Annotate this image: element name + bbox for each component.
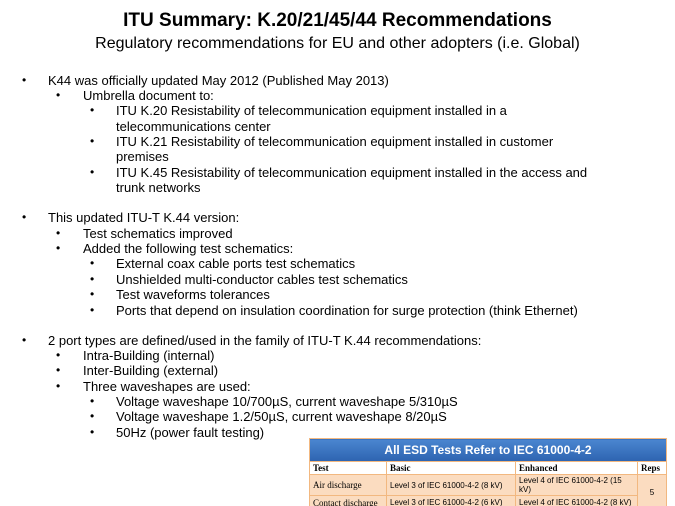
bullet-icon: • [22, 210, 27, 224]
table-row: Air discharge Level 3 of IEC 61000-4-2 (… [309, 474, 667, 506]
bullet-item-level-3: Voltage waveshape 10/700µS, current wave… [116, 394, 458, 409]
slide-subtitle: Regulatory recommendations for EU and ot… [95, 35, 580, 52]
bullet-icon: • [56, 241, 61, 255]
cell-reps: 5 [637, 474, 667, 506]
bullet-item-level-1: K44 was officially updated May 2012 (Pub… [48, 73, 389, 88]
bullet-icon: • [22, 333, 27, 347]
bullet-icon: • [90, 303, 95, 317]
bullet-icon: • [56, 348, 61, 362]
cell-basic: Level 3 of IEC 61000-4-2 (6 kV) [386, 495, 516, 506]
bullet-continuation: telecommunications center [116, 119, 271, 134]
bullet-icon: • [56, 363, 61, 377]
table-title: All ESD Tests Refer to IEC 61000-4-2 [309, 438, 667, 462]
bullet-item-level-3: ITU K.45 Resistability of telecommunicat… [116, 165, 588, 180]
header-reps: Reps [637, 461, 667, 475]
bullet-icon: • [90, 425, 95, 439]
header-test: Test [309, 461, 387, 475]
bullet-item-level-3: Unshielded multi-conductor cables test s… [116, 272, 408, 287]
esd-tests-table: All ESD Tests Refer to IEC 61000-4-2 Tes… [309, 438, 667, 506]
bullet-item-level-3: ITU K.21 Resistability of telecommunicat… [116, 134, 554, 149]
bullet-continuation: premises [116, 149, 169, 164]
bullet-item-level-1: 2 port types are defined/used in the fam… [48, 333, 482, 348]
bullet-item-level-2: Intra-Building (internal) [83, 348, 215, 363]
cell-test: Air discharge [309, 474, 387, 496]
bullet-icon: • [56, 226, 61, 240]
bullet-icon: • [90, 103, 95, 117]
cell-test: Contact discharge [309, 495, 387, 506]
bullet-icon: • [90, 165, 95, 179]
cell-enhanced: Level 4 of IEC 61000-4-2 (15 kV) [515, 474, 638, 496]
header-basic: Basic [386, 461, 516, 475]
bullet-item-level-2: Test schematics improved [83, 226, 233, 241]
table-row: Contact discharge Level 3 of IEC 61000-4… [309, 495, 667, 506]
bullet-icon: • [90, 134, 95, 148]
cell-enhanced: Level 4 of IEC 61000-4-2 (8 kV) [515, 495, 638, 506]
bullet-continuation: trunk networks [116, 180, 201, 195]
bullet-item-level-3: Voltage waveshape 1.2/50µS, current wave… [116, 409, 447, 424]
bullet-icon: • [90, 256, 95, 270]
bullet-icon: • [90, 409, 95, 423]
bullet-item-level-3: Test waveforms tolerances [116, 287, 270, 302]
bullet-item-level-2: Umbrella document to: [83, 88, 214, 103]
bullet-item-level-2: Three waveshapes are used: [83, 379, 251, 394]
bullet-item-level-3: 50Hz (power fault testing) [116, 425, 265, 440]
bullet-icon: • [56, 379, 61, 393]
bullet-item-level-2: Added the following test schematics: [83, 241, 294, 256]
bullet-icon: • [56, 88, 61, 102]
bullet-icon: • [90, 394, 95, 408]
bullet-icon: • [90, 287, 95, 301]
bullet-item-level-1: This updated ITU-T K.44 version: [48, 210, 240, 225]
cell-basic: Level 3 of IEC 61000-4-2 (8 kV) [386, 474, 516, 496]
table-header-row: Test Basic Enhanced Reps [309, 461, 667, 475]
bullet-item-level-3: Ports that depend on insulation coordina… [116, 303, 578, 318]
header-enhanced: Enhanced [515, 461, 638, 475]
bullet-icon: • [22, 73, 27, 87]
slide-title: ITU Summary: K.20/21/45/44 Recommendatio… [123, 10, 552, 31]
bullet-item-level-2: Inter-Building (external) [83, 363, 219, 378]
bullet-icon: • [90, 272, 95, 286]
bullet-item-level-3: External coax cable ports test schematic… [116, 256, 356, 271]
bullet-item-level-3: ITU K.20 Resistability of telecommunicat… [116, 103, 507, 118]
